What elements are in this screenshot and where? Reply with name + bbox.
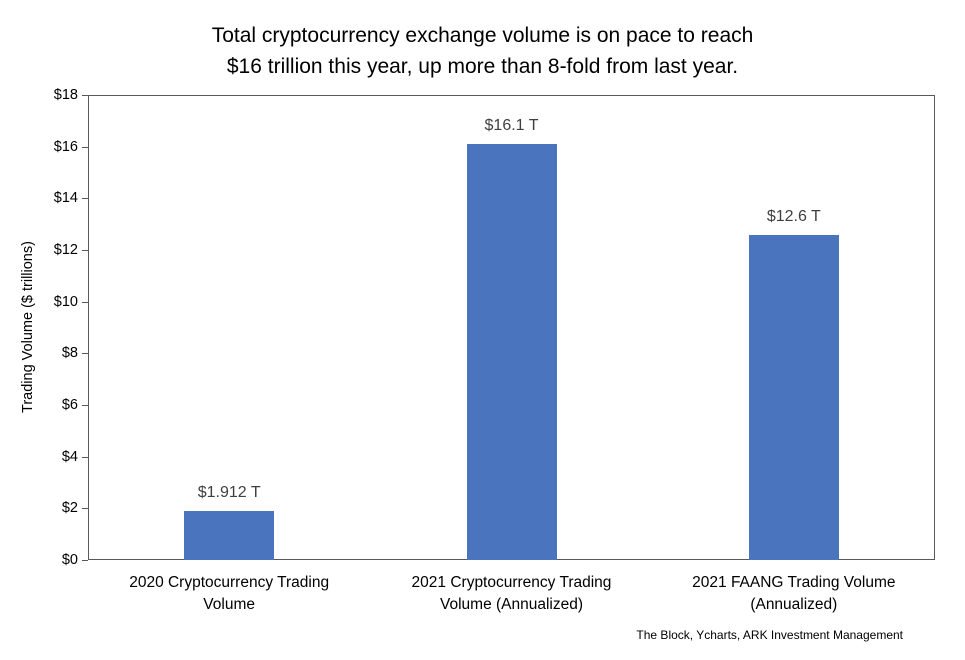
y-tick-label: $2 <box>61 500 78 517</box>
x-category-label-2: 2021 Cryptocurrency Trading Volume (Annu… <box>411 574 612 613</box>
bar-2 <box>466 144 557 560</box>
y-tick-label: $8 <box>61 345 78 362</box>
y-tick-mark <box>82 301 88 303</box>
bar-data-label-2: $16.1 T <box>484 117 539 135</box>
y-tick-mark <box>82 95 88 96</box>
y-tick-mark <box>82 405 88 406</box>
x-category-label-3: 2021 FAANG Trading Volume (Annualized) <box>692 574 896 613</box>
y-tick-label: $0 <box>61 552 78 568</box>
y-tick-label: $12 <box>53 242 78 258</box>
source-note: The Block, Ycharts, ARK Investment Manag… <box>636 628 903 642</box>
bar-3 <box>748 234 839 560</box>
y-tick-mark <box>82 456 88 458</box>
chart-title-line-2: $16 trillion this year, up more than 8-f… <box>226 55 739 78</box>
y-tick-mark <box>82 198 88 200</box>
x-category-label-1: 2020 Cryptocurrency Trading Volume <box>129 574 330 613</box>
chart-title: Total cryptocurrency exchange volume is … <box>0 20 965 82</box>
y-tick-label: $10 <box>53 293 78 310</box>
bar-1 <box>184 510 275 560</box>
y-tick-mark <box>82 560 88 561</box>
y-tick-label: $4 <box>61 448 78 465</box>
y-tick-label: $6 <box>61 397 78 413</box>
y-tick-label: $18 <box>53 87 78 103</box>
y-axis-label: Trading Volume ($ trillions) <box>20 241 36 413</box>
chart-title-line-1: Total cryptocurrency exchange volume is … <box>211 24 754 47</box>
bar-data-label-1: $1.912 T <box>197 483 261 501</box>
y-tick-label: $14 <box>53 190 78 207</box>
y-tick-mark <box>82 146 88 148</box>
bar-data-label-3: $12.6 T <box>766 207 821 225</box>
y-tick-mark <box>82 508 88 510</box>
y-tick-label: $16 <box>53 138 78 155</box>
y-tick-mark <box>82 353 88 355</box>
y-tick-mark <box>82 250 88 251</box>
